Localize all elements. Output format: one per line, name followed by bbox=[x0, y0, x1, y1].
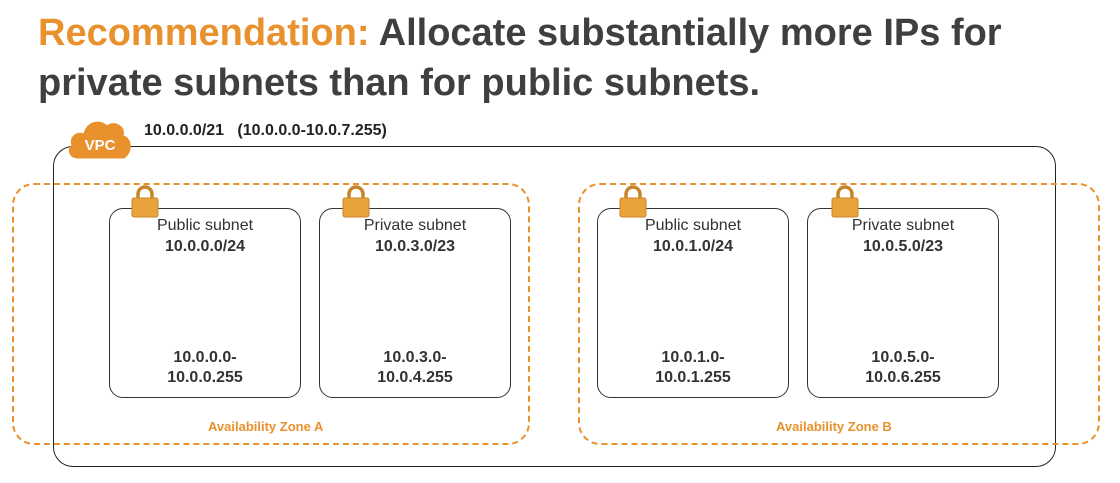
vpc-cidr: 10.0.0.0/21 (10.0.0.0-10.0.7.255) bbox=[144, 122, 387, 139]
subnet-range-end: 10.0.6.255 bbox=[865, 369, 941, 386]
title-prefix: Recommendation: bbox=[38, 12, 370, 54]
subnet-range: 10.0.1.0- 10.0.1.255 bbox=[598, 348, 788, 388]
vpc-label: VPC bbox=[85, 137, 116, 154]
subnet-name: Private subnet bbox=[851, 217, 955, 234]
lock-icon bbox=[131, 185, 159, 218]
private-subnet-b: Private subnet 10.0.5.0/23 10.0.5.0- 10.… bbox=[807, 208, 999, 398]
subnet-name: Public subnet bbox=[644, 217, 742, 234]
subnet-cidr: 10.0.1.0/24 bbox=[652, 238, 734, 255]
vpc-cloud-icon: VPC bbox=[68, 121, 131, 159]
subnet-range-end: 10.0.4.255 bbox=[377, 369, 453, 386]
subnet-cidr: 10.0.0.0/24 bbox=[164, 238, 246, 255]
subnet-range-end: 10.0.0.255 bbox=[167, 369, 243, 386]
availability-zone-b bbox=[578, 183, 1100, 445]
public-subnet-b: Public subnet 10.0.1.0/24 10.0.1.0- 10.0… bbox=[597, 208, 789, 398]
subnet-range-end: 10.0.1.255 bbox=[655, 369, 731, 386]
subnet-range-start: 10.0.5.0- bbox=[871, 349, 935, 366]
availability-zone-b-label: Availability Zone B bbox=[776, 419, 892, 434]
subnet-range-start: 10.0.1.0- bbox=[661, 349, 725, 366]
subnet-cidr: 10.0.5.0/23 bbox=[862, 238, 944, 255]
page-title: Recommendation: Allocate substantially m… bbox=[38, 8, 1098, 108]
subnet-range-start: 10.0.3.0- bbox=[383, 349, 447, 366]
lock-icon bbox=[831, 185, 859, 218]
subnet-name: Private subnet bbox=[363, 217, 467, 234]
lock-icon bbox=[342, 185, 370, 218]
subnet-name: Public subnet bbox=[156, 217, 254, 234]
subnet-range: 10.0.5.0- 10.0.6.255 bbox=[808, 348, 998, 388]
private-subnet-a: Private subnet 10.0.3.0/23 10.0.3.0- 10.… bbox=[319, 208, 511, 398]
public-subnet-a: Public subnet 10.0.0.0/24 10.0.0.0- 10.0… bbox=[109, 208, 301, 398]
subnet-range: 10.0.0.0- 10.0.0.255 bbox=[110, 348, 300, 388]
subnet-cidr: 10.0.3.0/23 bbox=[374, 238, 456, 255]
lock-icon bbox=[619, 185, 647, 218]
availability-zone-a bbox=[12, 183, 530, 445]
subnet-range: 10.0.3.0- 10.0.4.255 bbox=[320, 348, 510, 388]
availability-zone-a-label: Availability Zone A bbox=[208, 419, 324, 434]
subnet-range-start: 10.0.0.0- bbox=[173, 349, 237, 366]
title-text: Allocate substantially more IPs for priv… bbox=[38, 12, 1002, 104]
vpc-boundary bbox=[53, 146, 1056, 467]
